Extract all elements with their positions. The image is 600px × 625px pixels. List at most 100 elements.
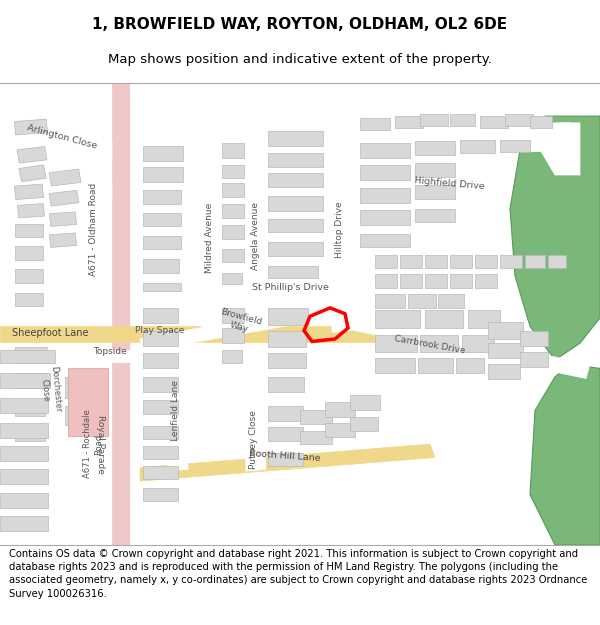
Polygon shape xyxy=(0,368,65,545)
Bar xyxy=(268,153,323,167)
Bar xyxy=(222,165,244,178)
Bar xyxy=(15,269,43,282)
Bar xyxy=(143,190,181,204)
Bar xyxy=(500,139,530,152)
Bar xyxy=(19,165,46,182)
Bar xyxy=(420,114,448,126)
Bar xyxy=(375,294,405,308)
Text: Browfield
Way: Browfield Way xyxy=(217,308,263,337)
Bar xyxy=(375,309,420,328)
Bar xyxy=(49,190,79,206)
Bar xyxy=(300,411,332,424)
Polygon shape xyxy=(68,368,108,436)
Bar xyxy=(49,169,81,186)
Text: Play Space: Play Space xyxy=(136,326,185,335)
Text: Carrbrook Drive: Carrbrook Drive xyxy=(394,334,466,356)
Bar xyxy=(143,167,183,182)
Bar xyxy=(14,184,44,199)
Polygon shape xyxy=(140,116,452,143)
Polygon shape xyxy=(510,116,600,360)
Text: Dorchester
Close: Dorchester Close xyxy=(38,366,62,414)
Bar xyxy=(415,163,455,177)
Bar xyxy=(450,114,475,126)
Polygon shape xyxy=(112,82,130,545)
Bar xyxy=(143,213,181,226)
Bar xyxy=(15,246,43,260)
Bar xyxy=(462,335,494,352)
Bar xyxy=(222,143,244,158)
Text: Booth Hill Lane: Booth Hill Lane xyxy=(249,449,321,463)
Bar xyxy=(143,282,181,291)
Polygon shape xyxy=(140,303,340,352)
Polygon shape xyxy=(355,123,380,278)
Polygon shape xyxy=(65,350,140,362)
Polygon shape xyxy=(540,123,580,175)
Bar xyxy=(143,308,178,323)
Bar xyxy=(15,348,47,362)
Bar xyxy=(268,219,323,232)
Text: Sheepfoot Lane: Sheepfoot Lane xyxy=(12,328,88,338)
Bar xyxy=(488,343,523,358)
Bar xyxy=(530,116,552,128)
Polygon shape xyxy=(140,444,435,481)
Bar xyxy=(143,401,178,414)
Bar xyxy=(65,377,105,398)
Bar xyxy=(0,398,48,413)
Polygon shape xyxy=(530,364,600,545)
Text: Topside: Topside xyxy=(93,347,127,356)
Bar xyxy=(222,226,244,239)
Polygon shape xyxy=(330,123,352,332)
Polygon shape xyxy=(15,167,112,199)
Bar xyxy=(17,146,47,163)
Text: Putney Close: Putney Close xyxy=(250,411,259,469)
Bar xyxy=(143,488,178,501)
Bar xyxy=(0,446,48,461)
Polygon shape xyxy=(0,326,400,341)
Bar xyxy=(360,211,410,226)
Bar xyxy=(325,423,355,436)
Bar xyxy=(360,234,410,248)
Bar xyxy=(360,143,410,158)
Text: Mildred Avenue: Mildred Avenue xyxy=(205,203,214,273)
Polygon shape xyxy=(245,409,266,471)
Bar xyxy=(456,358,484,374)
Polygon shape xyxy=(370,137,555,153)
Bar xyxy=(460,139,495,153)
Bar xyxy=(143,146,183,161)
Polygon shape xyxy=(200,141,222,328)
Bar xyxy=(143,259,179,272)
Bar xyxy=(143,446,178,459)
Bar xyxy=(0,493,48,508)
Bar xyxy=(375,255,397,268)
Bar xyxy=(65,406,103,425)
Bar xyxy=(143,466,178,479)
Text: Map shows position and indicative extent of the property.: Map shows position and indicative extent… xyxy=(108,53,492,66)
Bar xyxy=(222,328,244,343)
Text: 1, BROWFIELD WAY, ROYTON, OLDHAM, OL2 6DE: 1, BROWFIELD WAY, ROYTON, OLDHAM, OL2 6D… xyxy=(92,18,508,32)
Bar xyxy=(520,352,548,367)
Bar xyxy=(418,358,453,374)
Text: Contains OS data © Crown copyright and database right 2021. This information is : Contains OS data © Crown copyright and d… xyxy=(9,549,587,599)
Bar xyxy=(268,242,323,256)
Bar xyxy=(438,294,464,308)
Polygon shape xyxy=(60,368,75,545)
Bar xyxy=(222,350,242,363)
Polygon shape xyxy=(165,339,188,471)
Bar xyxy=(268,428,303,441)
Bar xyxy=(360,118,390,129)
Bar xyxy=(14,119,47,135)
Text: Lenfield Lane: Lenfield Lane xyxy=(172,380,181,441)
Bar xyxy=(360,188,410,202)
Bar xyxy=(222,249,244,262)
Bar xyxy=(325,402,355,417)
Bar xyxy=(450,274,472,288)
Text: Arlington Close: Arlington Close xyxy=(26,124,98,151)
Polygon shape xyxy=(140,280,442,306)
Bar xyxy=(222,204,244,218)
Bar xyxy=(0,423,48,438)
Bar xyxy=(350,396,380,411)
Bar xyxy=(0,516,48,531)
Bar xyxy=(222,308,244,323)
Bar xyxy=(375,358,415,374)
Bar xyxy=(350,417,378,431)
